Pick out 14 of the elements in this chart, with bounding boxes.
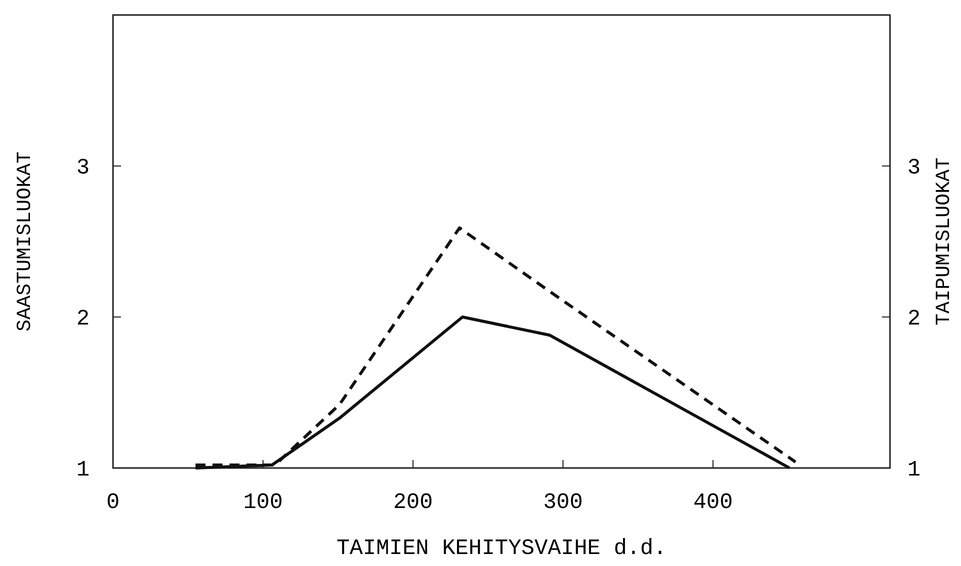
x-tick-label: 400 [693,490,733,515]
x-tick-label: 200 [393,490,433,515]
y2-axis-title: TAIPUMISLUOKAT [933,157,956,326]
x-tick-label: 0 [106,490,120,515]
y2-tick-label: 3 [907,156,921,181]
y-axis-title: SAASTUMISLUOKAT [14,151,37,332]
x-tick-label: 300 [543,490,583,515]
y-tick-label: 3 [76,156,90,181]
y-tick-label: 2 [76,306,90,332]
y2-tick-label: 2 [907,306,921,332]
x-tick-label: 100 [243,490,283,515]
y2-tick-label: 1 [907,458,921,483]
y-tick-label: 1 [76,458,90,483]
x-axis-title: TAIMIEN KEHITYSVAIHE d.d. [336,536,667,561]
